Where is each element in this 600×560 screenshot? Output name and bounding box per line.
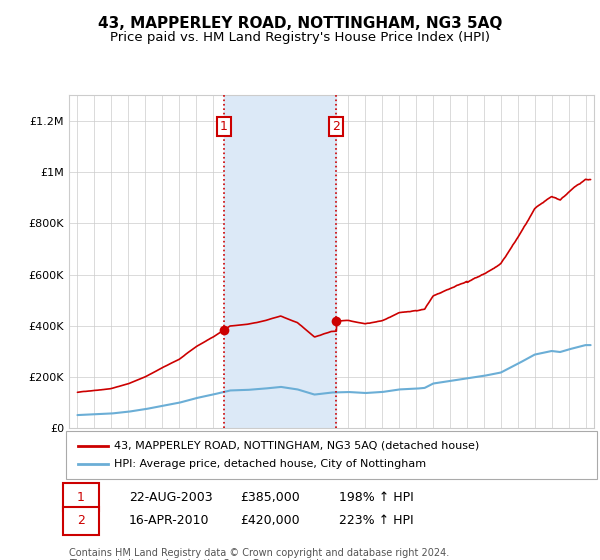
Bar [224,95,337,428]
Text: 198% ↑ HPI: 198% ↑ HPI [339,491,414,504]
Text: 22-AUG-2003: 22-AUG-2003 [129,491,212,504]
Text: Contains HM Land Registry data © Crown copyright and database right 2024.
This d: Contains HM Land Registry data © Crown c… [69,548,449,560]
Text: £385,000: £385,000 [240,491,300,504]
Text: £420,000: £420,000 [240,514,299,528]
Text: 1: 1 [77,491,85,504]
Text: 2: 2 [332,120,340,133]
Text: HPI: Average price, detached house, City of Nottingham: HPI: Average price, detached house, City… [114,459,426,469]
Text: Price paid vs. HM Land Registry's House Price Index (HPI): Price paid vs. HM Land Registry's House … [110,31,490,44]
Text: 16-APR-2010: 16-APR-2010 [129,514,209,528]
Text: 223% ↑ HPI: 223% ↑ HPI [339,514,413,528]
Text: 43, MAPPERLEY ROAD, NOTTINGHAM, NG3 5AQ (detached house): 43, MAPPERLEY ROAD, NOTTINGHAM, NG3 5AQ … [114,441,479,451]
Text: 2: 2 [77,514,85,528]
Text: 1: 1 [220,120,228,133]
Text: 43, MAPPERLEY ROAD, NOTTINGHAM, NG3 5AQ: 43, MAPPERLEY ROAD, NOTTINGHAM, NG3 5AQ [98,16,502,31]
